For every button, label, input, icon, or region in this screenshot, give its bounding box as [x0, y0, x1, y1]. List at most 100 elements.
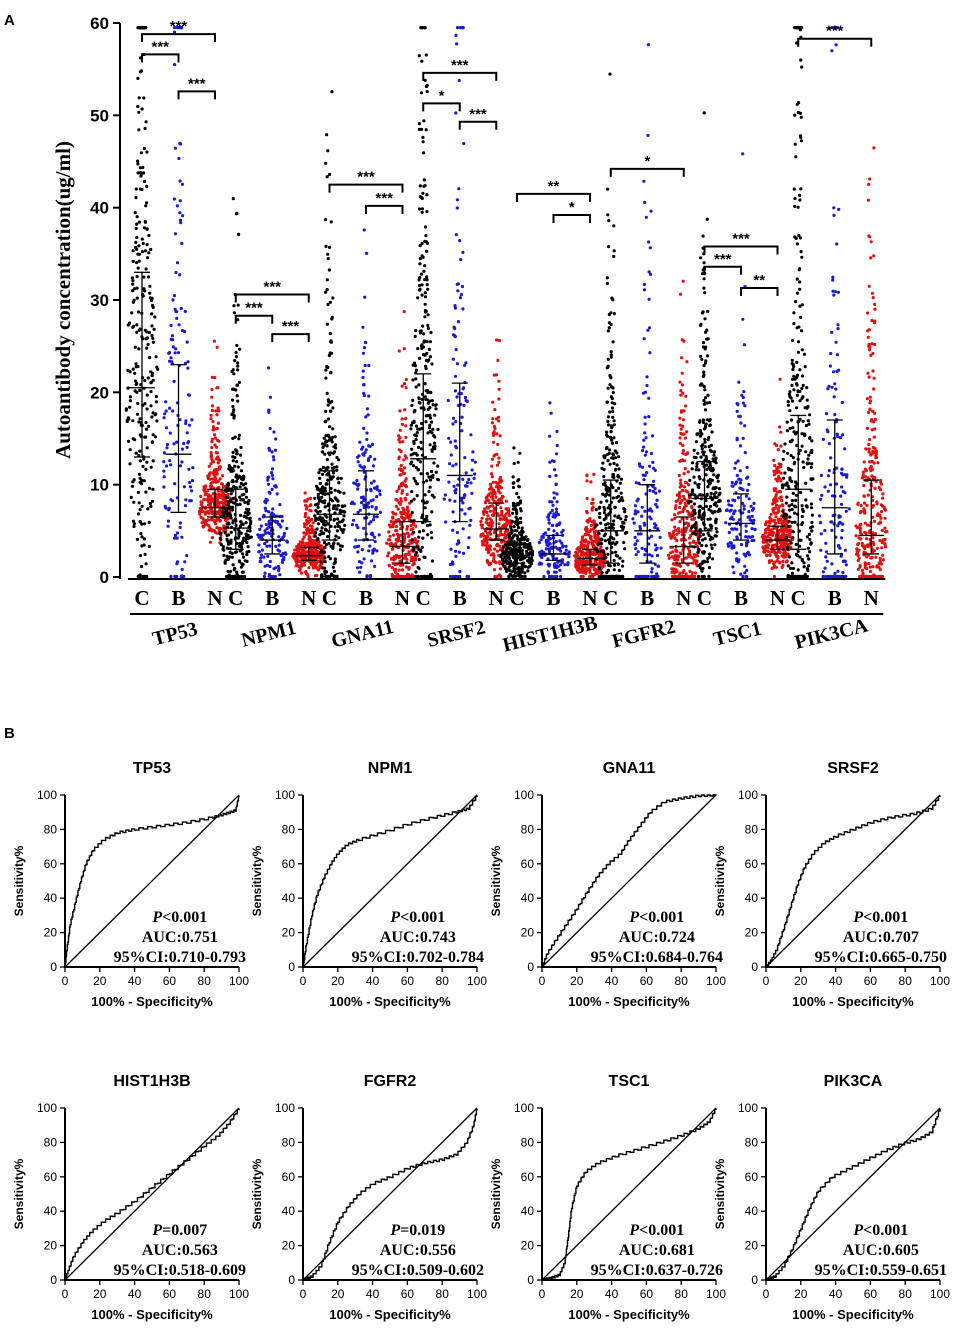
data-point: [622, 521, 626, 525]
data-point: [431, 473, 435, 477]
data-point: [495, 432, 499, 436]
data-point: [226, 574, 230, 579]
data-point: [136, 266, 140, 270]
data-point: [139, 532, 143, 536]
data-point: [181, 214, 185, 218]
data-point: [309, 528, 313, 532]
data-point: [142, 543, 146, 547]
data-point: [165, 426, 169, 430]
y-tick-label: 20: [90, 383, 109, 402]
data-point: [702, 261, 706, 265]
data-point: [738, 469, 742, 473]
data-point: [270, 471, 274, 475]
data-point: [643, 390, 648, 394]
data-point: [409, 427, 413, 431]
data-point: [242, 536, 246, 540]
significance-label: ***: [282, 318, 300, 335]
data-point: [451, 357, 455, 361]
data-point: [131, 282, 135, 286]
data-point: [352, 502, 356, 506]
data-point: [548, 542, 552, 546]
data-point: [743, 424, 747, 428]
data-point: [491, 480, 495, 484]
data-point: [527, 542, 531, 546]
data-point: [236, 368, 240, 372]
data-point: [320, 495, 324, 499]
data-point: [681, 509, 685, 514]
data-point: [704, 330, 708, 334]
data-point: [372, 479, 376, 483]
data-point: [131, 249, 135, 253]
data-point: [403, 532, 407, 536]
data-point: [169, 574, 173, 579]
data-point: [694, 456, 698, 460]
data-point: [145, 427, 149, 431]
data-point: [700, 543, 704, 548]
data-point: [492, 430, 496, 434]
data-point: [150, 324, 154, 328]
data-point: [404, 377, 408, 382]
data-point: [277, 569, 281, 573]
data-point: [702, 385, 706, 389]
data-point: [605, 499, 609, 503]
data-point: [229, 541, 233, 545]
data-point: [680, 338, 684, 342]
data-point: [424, 309, 428, 313]
data-point: [681, 443, 685, 447]
data-point: [492, 440, 496, 444]
data-point: [604, 555, 608, 559]
data-point: [177, 156, 181, 161]
data-point: [599, 500, 603, 504]
data-point: [340, 544, 344, 548]
data-point: [608, 574, 612, 579]
data-point: [558, 546, 562, 550]
data-point: [227, 522, 231, 526]
data-point: [132, 500, 136, 504]
data-point: [231, 505, 235, 509]
significance-bracket: [234, 293, 310, 303]
data-point: [564, 548, 568, 552]
data-point: [584, 525, 588, 529]
data-point: [442, 497, 446, 501]
data-point: [342, 510, 346, 514]
data-point: [211, 428, 215, 432]
group-label: C: [228, 586, 243, 610]
data-point: [422, 26, 427, 30]
data-point: [695, 462, 699, 466]
data-point: [180, 567, 184, 572]
data-point: [690, 461, 695, 465]
data-point: [390, 566, 394, 570]
data-point: [523, 565, 528, 569]
data-point: [216, 406, 220, 410]
data-point: [544, 540, 548, 544]
data-point: [589, 565, 593, 569]
data-point: [400, 491, 404, 495]
data-point: [362, 526, 366, 530]
data-point: [341, 518, 345, 522]
data-point: [151, 433, 155, 437]
data-point: [724, 521, 728, 525]
data-point: [271, 455, 275, 459]
data-point: [429, 478, 433, 482]
data-point: [361, 375, 365, 380]
data-point: [593, 536, 597, 540]
data-point: [606, 522, 610, 526]
data-point: [402, 310, 406, 314]
data-point: [544, 547, 548, 551]
data-point: [423, 517, 427, 521]
data-point: [613, 542, 617, 546]
data-point: [610, 406, 615, 410]
data-point: [421, 135, 425, 139]
data-point: [407, 543, 411, 547]
data-point: [150, 440, 154, 444]
data-point: [397, 448, 401, 452]
data-point: [130, 484, 134, 488]
data-point: [228, 505, 232, 509]
data-point: [213, 471, 217, 475]
data-point: [410, 490, 414, 494]
significance-label: ***: [245, 300, 263, 317]
data-point: [154, 400, 158, 404]
data-point: [138, 476, 142, 480]
data-point: [600, 538, 604, 542]
data-point: [459, 258, 463, 262]
